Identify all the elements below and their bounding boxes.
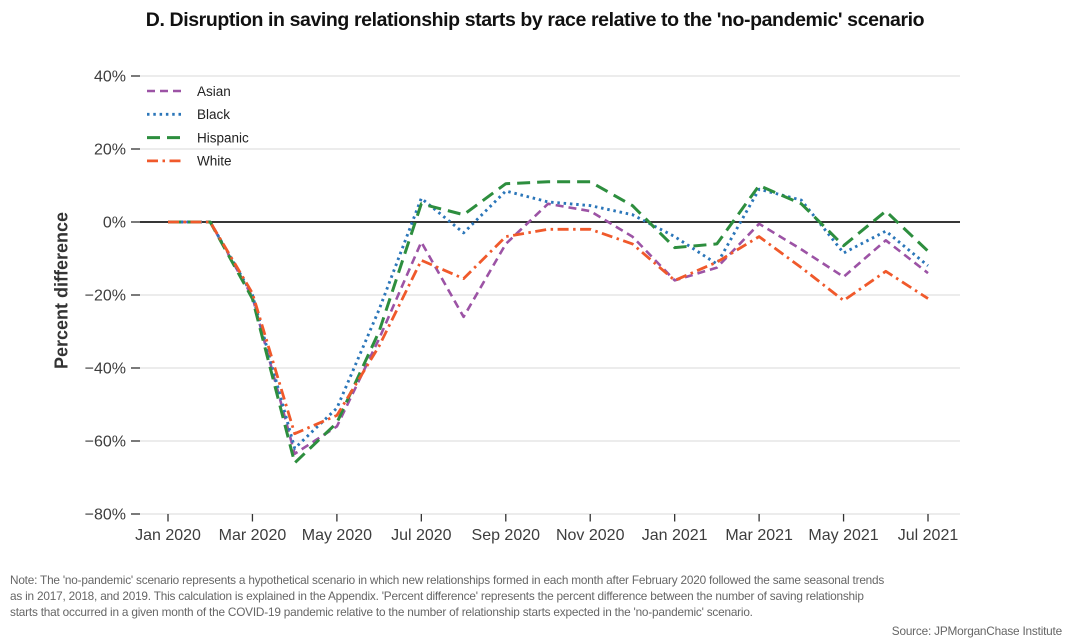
legend-label-asian: Asian bbox=[197, 84, 231, 99]
y-tick-label: −60% bbox=[85, 434, 126, 451]
footnote: Note: The 'no-pandemic' scenario represe… bbox=[10, 572, 1010, 620]
y-axis-title: Percent difference bbox=[51, 211, 72, 370]
series-line-hispanic bbox=[168, 180, 930, 465]
series-line-white bbox=[168, 220, 929, 436]
y-tick-label: 20% bbox=[94, 142, 126, 159]
legend-label-black: Black bbox=[197, 107, 230, 122]
chart-title: D. Disruption in saving relationship sta… bbox=[145, 9, 925, 31]
x-tick-label: Jul 2020 bbox=[391, 527, 452, 544]
gridlines bbox=[140, 75, 960, 515]
y-tick-label: −80% bbox=[85, 507, 126, 524]
x-tick-label: Sep 2020 bbox=[472, 527, 541, 544]
footnote-line: as in 2017, 2018, and 2019. This calcula… bbox=[10, 589, 864, 603]
source-credit: Source: JPMorganChase Institute bbox=[891, 624, 1062, 638]
footnote-line: Note: The 'no-pandemic' scenario represe… bbox=[10, 573, 885, 587]
legend-label-hispanic: Hispanic bbox=[197, 130, 249, 145]
legend-label-white: White bbox=[197, 154, 232, 169]
y-tick-label: 40% bbox=[94, 69, 126, 86]
axes: 40% 20% 0% −20% −40% −60% −80% Jan 2020 Mar 2020… bbox=[85, 69, 959, 545]
x-tick-label: Jan 2020 bbox=[135, 527, 201, 544]
x-tick-label: May 2021 bbox=[808, 527, 878, 544]
x-tick-label: Mar 2021 bbox=[725, 527, 793, 544]
data-series bbox=[168, 180, 930, 465]
x-tick-label: Mar 2020 bbox=[219, 527, 287, 544]
series-line-black bbox=[168, 187, 929, 450]
footnote-line: starts that occurred in a given month of… bbox=[10, 605, 753, 619]
x-tick-label: Nov 2020 bbox=[556, 527, 625, 544]
x-tick-label: Jan 2021 bbox=[642, 527, 708, 544]
y-tick-label: −40% bbox=[85, 361, 126, 378]
x-tick-label: May 2020 bbox=[302, 527, 372, 544]
y-tick-label: 0% bbox=[103, 215, 126, 232]
legend: Asian Black Hispanic White bbox=[147, 84, 249, 169]
series-line-asian bbox=[168, 202, 929, 456]
y-tick-label: −20% bbox=[85, 288, 126, 305]
line-chart: 40% 20% 0% −20% −40% −60% −80% Jan 2020 Mar 2020… bbox=[85, 69, 960, 545]
x-tick-label: Jul 2021 bbox=[898, 527, 959, 544]
